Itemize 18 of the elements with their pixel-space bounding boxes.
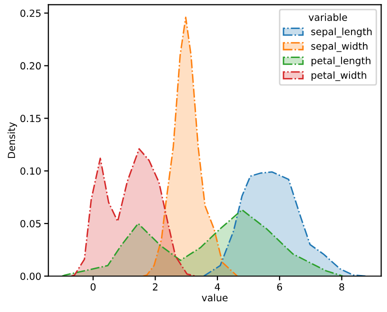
y-tick-label: 0.05 [20,220,41,228]
legend-title: variable [308,13,348,21]
y-tick-label: 0.15 [20,114,41,122]
y-tick-label: 0.20 [20,62,41,70]
x-tick-label: 8 [339,283,344,291]
legend-label: petal_length [312,56,370,66]
y-tick-label: 0.00 [20,272,41,280]
x-tick-label: 4 [214,283,220,290]
y-axis-title: Density [8,122,18,158]
x-tick-label: 6 [277,283,282,291]
x-tick-label: 0 [90,283,96,291]
y-tick-label: 0.25 [20,10,41,17]
y-tick-label: 0.10 [20,167,41,175]
legend-label: petal_width [312,71,366,81]
legend-label: sepal_length [311,28,372,38]
x-axis-title: value [202,294,228,302]
legend-label: sepal_width [311,42,368,52]
x-tick-label: 2 [152,283,158,290]
